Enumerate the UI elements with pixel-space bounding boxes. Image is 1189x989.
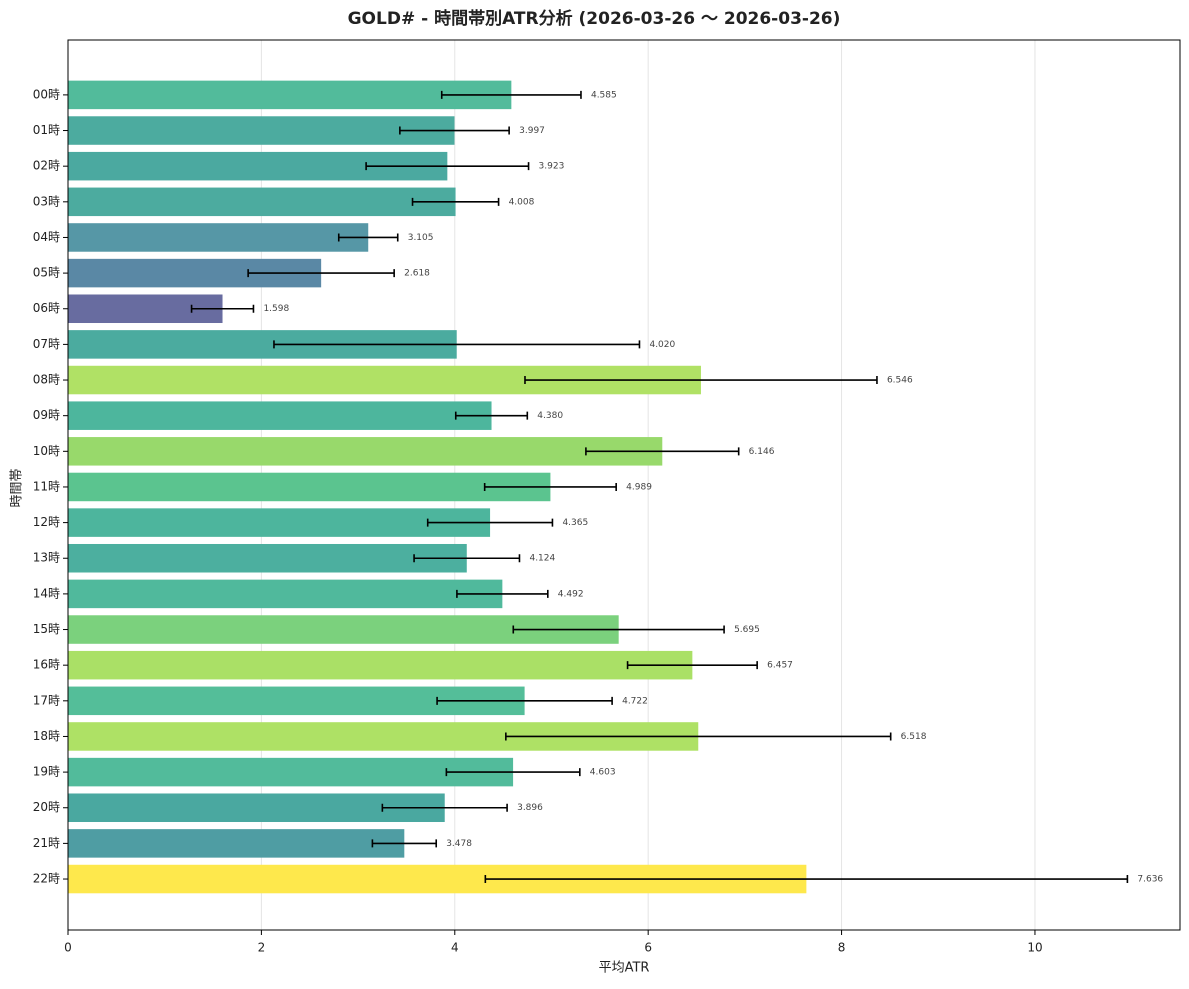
y-tick-label: 19時 [33,765,60,779]
x-tick-label: 6 [644,941,652,955]
value-label: 4.492 [558,589,584,599]
value-label: 6.518 [901,732,927,742]
error-bar [456,589,549,598]
bar [68,543,467,573]
y-tick-label: 12時 [33,515,60,529]
bar [68,508,491,537]
y-tick-label: 05時 [33,266,60,280]
y-tick-label: 10時 [33,444,60,458]
error-bar [585,447,740,456]
error-bar [512,625,725,634]
bar [68,223,369,252]
value-label: 6.457 [767,661,793,671]
error-bar [247,269,395,278]
bar [68,829,405,858]
x-tick-label: 8 [838,941,846,955]
y-tick-label: 20時 [33,800,60,814]
error-bar [524,376,878,385]
error-bar [411,197,500,206]
y-tick-label: 18時 [33,729,60,743]
value-label: 4.585 [591,90,617,100]
error-bar [273,340,641,349]
y-tick-label: 01時 [33,123,60,137]
y-tick-label: 21時 [33,836,60,850]
bar [68,401,492,430]
value-label: 4.365 [562,518,588,528]
x-tick-label: 0 [64,941,72,955]
y-tick-label: 22時 [33,872,60,886]
value-label: 5.695 [734,625,760,635]
value-label: 3.478 [446,839,472,849]
bar [68,80,512,110]
value-label: 6.146 [749,447,775,457]
error-bar [426,518,554,527]
y-tick-label: 00時 [33,87,60,101]
y-tick-label: 16時 [33,658,60,672]
error-bar [483,482,617,491]
error-bar [365,162,530,171]
y-tick-label: 17時 [33,693,60,707]
error-bar [505,732,892,741]
error-bar [381,803,508,812]
value-label: 4.722 [622,696,648,706]
value-label: 4.008 [509,197,535,207]
value-label: 4.603 [590,768,616,778]
bar [68,472,551,502]
value-label: 3.896 [517,803,543,813]
error-bar [337,233,399,242]
bar [68,187,456,217]
error-bar [440,90,582,99]
y-tick-label: 11時 [33,479,60,493]
error-bar [436,696,613,705]
bar [68,757,514,787]
x-tick-label: 4 [451,941,459,955]
value-label: 4.124 [529,554,555,564]
y-tick-label: 14時 [33,586,60,600]
value-label: 2.618 [404,269,430,279]
bar [68,116,455,145]
x-axis-label: 平均ATR [599,961,650,976]
value-label: 4.989 [626,482,652,492]
error-bar [190,304,255,313]
x-tick-label: 2 [258,941,266,955]
error-bar [484,875,1129,884]
y-tick-label: 07時 [33,337,60,351]
error-bar [413,554,521,563]
y-tick-label: 02時 [33,159,60,173]
plot-frame [67,39,1181,931]
error-bar [445,768,581,777]
y-tick-label: 09時 [33,408,60,422]
bar [68,579,503,609]
bar [68,650,693,680]
value-label: 6.546 [887,376,913,386]
value-label: 4.380 [537,411,563,421]
y-tick-label: 04時 [33,230,60,244]
error-bar [371,839,438,848]
y-tick-label: 06時 [33,301,60,315]
value-label: 7.636 [1137,875,1163,885]
value-label: 1.598 [263,304,289,314]
bar [68,437,663,466]
y-tick-label: 03時 [33,194,60,208]
y-tick-label: 15時 [33,622,60,636]
value-label: 4.020 [649,340,675,350]
y-tick-label: 08時 [33,373,60,387]
y-tick-label: 13時 [33,551,60,565]
y-axis-label: 時間帯 [10,468,25,507]
chart-title: GOLD# - 時間帯別ATR分析 (2026-03-26 〜 2026-03-… [348,8,841,29]
error-bar [626,661,758,670]
value-label: 3.105 [408,233,434,243]
error-bar [399,126,510,135]
x-tick-label: 10 [1027,941,1042,955]
value-label: 3.923 [539,162,565,172]
error-bar [454,411,529,420]
value-label: 3.997 [519,126,545,136]
